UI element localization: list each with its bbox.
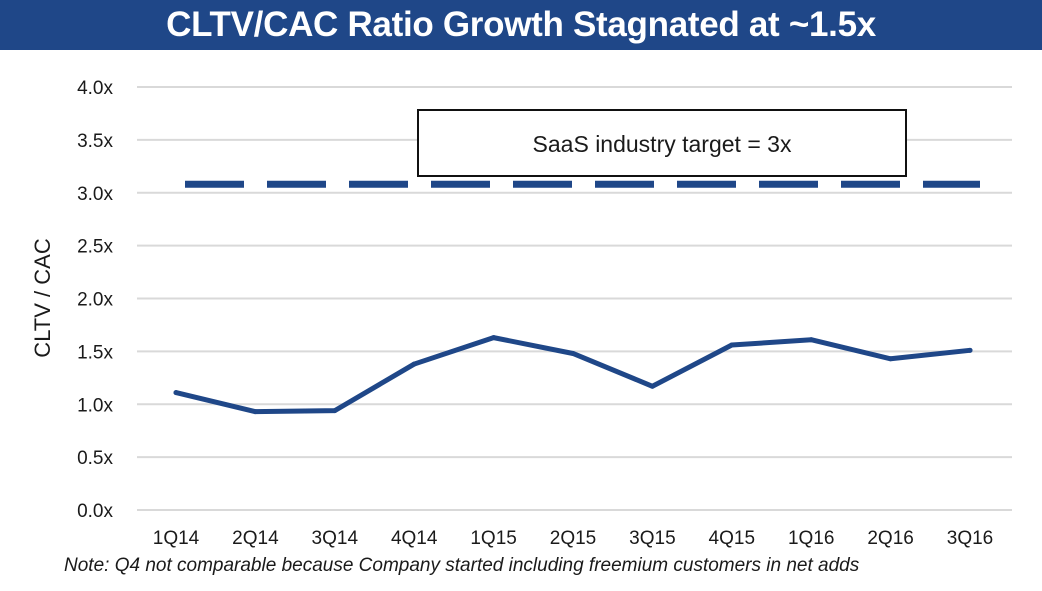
data-point	[808, 337, 814, 343]
chart-title: CLTV/CAC Ratio Growth Stagnated at ~1.5x	[166, 5, 876, 44]
footnote: Note: Q4 not comparable because Company …	[64, 555, 860, 576]
x-tick-label: 2Q15	[550, 528, 596, 549]
x-tick-label: 2Q14	[232, 528, 279, 549]
data-point	[649, 383, 655, 389]
data-point	[252, 409, 258, 415]
data-point	[491, 335, 497, 341]
y-tick-label: 0.5x	[77, 448, 113, 469]
target-annotation-box	[417, 109, 907, 177]
data-point	[411, 361, 417, 367]
x-tick-label: 1Q14	[153, 528, 200, 549]
title-bar: CLTV/CAC Ratio Growth Stagnated at ~1.5x	[0, 0, 1042, 50]
data-point	[332, 408, 338, 414]
data-point	[967, 347, 973, 353]
target-annotation-label: SaaS industry target = 3x	[533, 131, 792, 157]
data-point	[729, 342, 735, 348]
x-tick-label: 3Q16	[947, 528, 993, 549]
y-axis-label: CLTV / CAC	[30, 238, 55, 358]
series-line-cltv-cac	[173, 335, 973, 415]
y-tick-label: 3.0x	[77, 184, 113, 205]
y-tick-label: 3.5x	[77, 131, 113, 152]
y-tick-label: 2.5x	[77, 237, 113, 258]
x-tick-label: 4Q14	[391, 528, 438, 549]
y-tick-label: 0.0x	[77, 501, 113, 522]
data-point	[173, 390, 179, 396]
x-tick-label: 3Q15	[629, 528, 675, 549]
x-tick-label: 4Q15	[709, 528, 755, 549]
x-tick-label: 1Q16	[788, 528, 834, 549]
x-tick-label: 1Q15	[470, 528, 516, 549]
y-tick-label: 4.0x	[77, 78, 113, 99]
x-tick-label: 3Q14	[312, 528, 359, 549]
y-tick-label: 2.0x	[77, 290, 113, 311]
data-point	[570, 350, 576, 356]
x-tick-label: 2Q16	[867, 528, 913, 549]
y-tick-label: 1.5x	[77, 342, 113, 363]
y-tick-label: 1.0x	[77, 395, 113, 416]
data-point	[888, 356, 894, 362]
